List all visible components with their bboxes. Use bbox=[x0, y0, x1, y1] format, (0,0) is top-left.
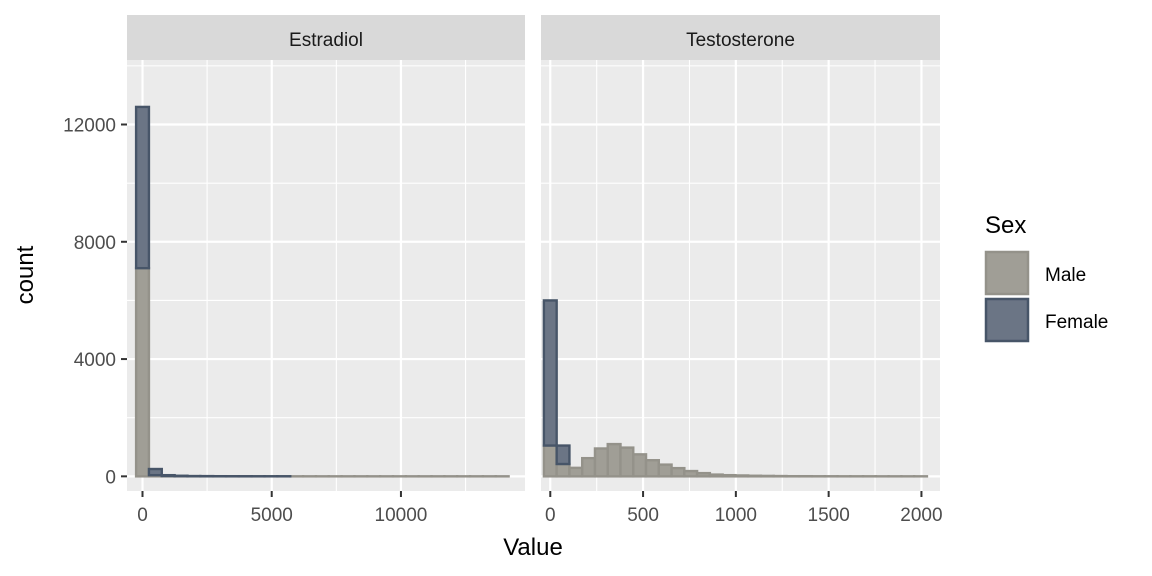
x-axis-title: Value bbox=[503, 534, 563, 561]
x-axis: 0 5000 10000 bbox=[137, 491, 427, 526]
bar-female bbox=[134, 105, 151, 270]
legend-label-female: Female bbox=[1045, 312, 1108, 333]
facet-estradiol: Estradiol 0 5000 10000 bbox=[127, 15, 525, 526]
bar-male bbox=[708, 473, 724, 478]
legend-key-male bbox=[984, 250, 1030, 296]
legend-label-male: Male bbox=[1045, 265, 1086, 286]
bar-male bbox=[695, 471, 712, 478]
y-tick-label: 0 bbox=[105, 467, 116, 488]
bar-female bbox=[160, 473, 176, 478]
facet-title: Testosterone bbox=[686, 30, 795, 51]
legend: Sex Male Female bbox=[984, 212, 1108, 343]
x-tick-label: 0 bbox=[137, 505, 148, 526]
x-tick-label: 2000 bbox=[900, 505, 942, 526]
legend-item-male: Male bbox=[984, 250, 1086, 296]
facet-strip bbox=[127, 15, 525, 60]
bar-male bbox=[721, 473, 737, 478]
x-tick-label: 1000 bbox=[715, 505, 757, 526]
bar-male bbox=[632, 453, 648, 478]
bar-male bbox=[134, 266, 151, 478]
histogram-bars bbox=[134, 105, 510, 478]
x-tick-label: 10000 bbox=[375, 505, 428, 526]
y-axis: 0 4000 8000 12000 bbox=[63, 116, 127, 488]
legend-item-female: Female bbox=[984, 297, 1108, 343]
bar-male bbox=[542, 444, 558, 478]
bar-male bbox=[746, 474, 763, 478]
x-tick-label: 0 bbox=[545, 505, 556, 526]
facet-title: Estradiol bbox=[289, 30, 363, 51]
legend-key-female bbox=[984, 297, 1030, 343]
x-tick-label: 500 bbox=[627, 505, 659, 526]
y-tick-label: 8000 bbox=[74, 233, 116, 254]
y-tick-label: 12000 bbox=[63, 116, 116, 137]
facet-testosterone: Testosterone 0 500 1000 1500 2000 bbox=[541, 15, 943, 526]
x-axis: 0 500 1000 1500 2000 bbox=[545, 491, 943, 526]
x-tick-label: 5000 bbox=[251, 505, 293, 526]
bar-male bbox=[734, 474, 750, 478]
bar-male bbox=[555, 462, 571, 478]
panel-background bbox=[127, 60, 525, 491]
bar-male bbox=[683, 469, 699, 478]
bar-female bbox=[555, 444, 571, 466]
histogram-bars bbox=[542, 299, 929, 478]
x-tick-label: 1500 bbox=[808, 505, 850, 526]
legend-title: Sex bbox=[985, 212, 1026, 239]
bar-female bbox=[542, 299, 558, 447]
bar-male bbox=[568, 466, 584, 478]
panel-background bbox=[541, 60, 940, 491]
bar-male bbox=[657, 463, 673, 478]
facet-strip bbox=[541, 15, 940, 60]
bar-male bbox=[619, 446, 635, 478]
bar-female bbox=[147, 467, 163, 477]
bar-male bbox=[644, 459, 661, 478]
bar-male bbox=[580, 456, 597, 478]
bar-male bbox=[606, 442, 622, 478]
bar-male bbox=[593, 447, 609, 478]
y-tick-label: 4000 bbox=[74, 350, 116, 371]
bar-male bbox=[670, 466, 686, 478]
y-axis-title: count bbox=[12, 245, 39, 304]
